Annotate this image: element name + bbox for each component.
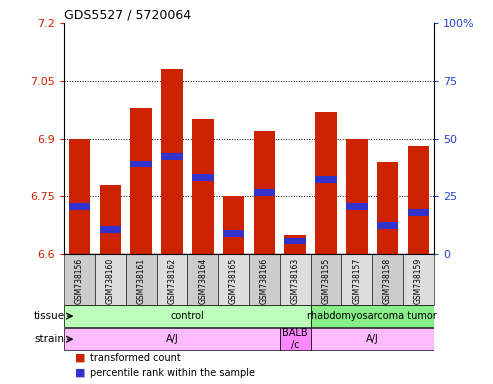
Bar xyxy=(284,238,306,245)
Text: strain: strain xyxy=(35,334,65,344)
Bar xyxy=(130,161,152,167)
Text: ■: ■ xyxy=(75,368,86,378)
Bar xyxy=(249,254,280,305)
Bar xyxy=(311,328,434,350)
Text: GDS5527 / 5720064: GDS5527 / 5720064 xyxy=(64,9,191,22)
Text: rhabdomyosarcoma tumor: rhabdomyosarcoma tumor xyxy=(307,311,437,321)
Bar xyxy=(69,203,90,210)
Text: GSM738157: GSM738157 xyxy=(352,258,361,305)
Bar xyxy=(311,305,434,327)
Text: A/J: A/J xyxy=(366,334,379,344)
Bar xyxy=(64,328,280,350)
Bar xyxy=(187,254,218,305)
Bar xyxy=(408,209,429,215)
Bar xyxy=(223,230,245,237)
Bar xyxy=(69,139,90,254)
Text: GSM738155: GSM738155 xyxy=(321,258,330,305)
Bar xyxy=(192,119,213,254)
Bar xyxy=(311,254,341,305)
Text: BALB
/c: BALB /c xyxy=(282,328,308,350)
Text: GSM738159: GSM738159 xyxy=(414,258,423,305)
Bar xyxy=(346,139,368,254)
Text: tissue: tissue xyxy=(34,311,65,321)
Bar xyxy=(157,254,187,305)
Bar xyxy=(346,203,368,210)
Bar xyxy=(100,185,121,254)
Bar xyxy=(315,176,337,183)
Bar xyxy=(377,162,398,254)
Text: GSM738162: GSM738162 xyxy=(168,258,176,304)
Bar xyxy=(218,254,249,305)
Text: transformed count: transformed count xyxy=(90,353,181,363)
Text: GSM738158: GSM738158 xyxy=(383,258,392,304)
Bar xyxy=(315,112,337,254)
Bar xyxy=(280,254,311,305)
Text: percentile rank within the sample: percentile rank within the sample xyxy=(90,368,255,378)
Bar xyxy=(100,226,121,233)
Text: GSM738165: GSM738165 xyxy=(229,258,238,305)
Bar xyxy=(161,69,183,254)
Text: GSM738163: GSM738163 xyxy=(291,258,300,305)
Text: GSM738160: GSM738160 xyxy=(106,258,115,305)
Text: GSM738156: GSM738156 xyxy=(75,258,84,305)
Bar xyxy=(253,131,275,254)
Bar xyxy=(126,254,157,305)
Text: GSM738164: GSM738164 xyxy=(198,258,207,305)
Bar xyxy=(223,196,245,254)
Bar xyxy=(64,305,311,327)
Bar xyxy=(377,222,398,229)
Bar xyxy=(95,254,126,305)
Bar xyxy=(408,146,429,254)
Bar xyxy=(161,153,183,160)
Bar xyxy=(64,254,95,305)
Bar xyxy=(253,189,275,196)
Text: GSM738166: GSM738166 xyxy=(260,258,269,305)
Text: GSM738161: GSM738161 xyxy=(137,258,145,304)
Bar xyxy=(130,108,152,254)
Bar xyxy=(284,235,306,254)
Bar xyxy=(372,254,403,305)
Text: ■: ■ xyxy=(75,353,86,363)
Bar xyxy=(280,328,311,350)
Bar xyxy=(341,254,372,305)
Text: A/J: A/J xyxy=(166,334,178,344)
Bar xyxy=(403,254,434,305)
Text: control: control xyxy=(171,311,204,321)
Bar xyxy=(192,174,213,181)
